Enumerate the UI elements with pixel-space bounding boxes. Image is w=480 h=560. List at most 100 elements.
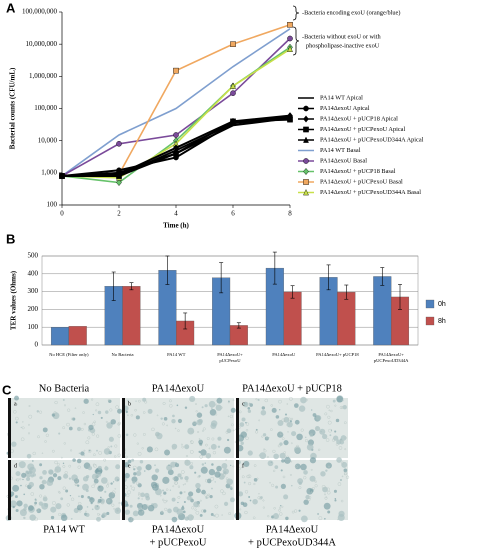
stain bbox=[265, 436, 269, 440]
marker bbox=[230, 82, 236, 89]
stain bbox=[104, 490, 107, 493]
stain bbox=[177, 473, 182, 478]
cell bbox=[335, 443, 339, 446]
stain bbox=[309, 433, 314, 437]
stain bbox=[194, 471, 197, 474]
cell bbox=[103, 458, 107, 462]
cell bbox=[283, 451, 286, 454]
cell bbox=[36, 509, 39, 512]
stain bbox=[90, 502, 93, 505]
y-tick-label: 100,000,000 bbox=[22, 8, 58, 16]
series-line bbox=[61, 28, 291, 177]
stain bbox=[80, 495, 84, 499]
stain bbox=[230, 464, 232, 467]
stain bbox=[87, 466, 93, 471]
cell bbox=[328, 428, 332, 433]
stain bbox=[140, 492, 145, 498]
cell bbox=[189, 450, 194, 454]
image-letter: d bbox=[14, 463, 17, 469]
cell bbox=[244, 490, 249, 494]
cell bbox=[169, 404, 173, 408]
cell bbox=[83, 449, 86, 452]
cell bbox=[279, 512, 283, 516]
stain bbox=[252, 498, 258, 505]
cell bbox=[277, 444, 281, 448]
cell bbox=[117, 434, 122, 438]
stain bbox=[253, 477, 258, 482]
marker bbox=[230, 90, 236, 96]
cell bbox=[137, 492, 141, 495]
stain bbox=[195, 482, 201, 489]
cell bbox=[83, 422, 87, 426]
stain bbox=[82, 476, 89, 482]
stain bbox=[205, 452, 212, 459]
cell bbox=[267, 515, 270, 518]
cell bbox=[134, 408, 137, 412]
stain bbox=[198, 418, 203, 424]
marker bbox=[59, 172, 65, 179]
cell bbox=[91, 398, 94, 401]
stain bbox=[124, 472, 130, 479]
stain bbox=[216, 465, 222, 472]
cell bbox=[278, 399, 282, 404]
stain bbox=[89, 497, 95, 503]
cell bbox=[155, 433, 158, 437]
stain bbox=[91, 508, 94, 511]
stain bbox=[298, 509, 301, 512]
stain bbox=[135, 400, 137, 402]
cell bbox=[298, 486, 302, 490]
cell bbox=[215, 403, 218, 406]
image-caption: PA14ΔexoU bbox=[152, 383, 205, 394]
stain bbox=[279, 442, 283, 446]
cell bbox=[220, 476, 224, 480]
stain bbox=[51, 413, 56, 417]
cell bbox=[252, 516, 256, 520]
cell bbox=[22, 421, 24, 423]
stain bbox=[247, 450, 253, 456]
cell bbox=[193, 420, 197, 424]
stain bbox=[96, 449, 98, 452]
stain bbox=[18, 461, 26, 469]
micrograph bbox=[234, 457, 350, 523]
cell bbox=[279, 432, 283, 436]
x-tick-label: 4 bbox=[174, 210, 178, 218]
stain bbox=[176, 404, 179, 407]
stain bbox=[329, 434, 332, 437]
cell bbox=[114, 444, 118, 448]
cell bbox=[97, 513, 100, 516]
stain bbox=[323, 502, 331, 510]
cell bbox=[21, 426, 25, 430]
y-tick-label: 1,000,000 bbox=[29, 72, 58, 80]
stain bbox=[142, 397, 147, 402]
micrograph bbox=[122, 395, 236, 459]
marker bbox=[287, 114, 293, 121]
cell bbox=[53, 411, 57, 415]
cell bbox=[337, 518, 339, 521]
stain bbox=[54, 466, 62, 473]
stain bbox=[334, 498, 337, 500]
stain bbox=[171, 418, 176, 424]
cell bbox=[330, 409, 333, 413]
cell bbox=[117, 510, 120, 512]
stain bbox=[87, 495, 91, 499]
cell bbox=[111, 503, 115, 507]
micrograph-border bbox=[8, 460, 11, 520]
stain bbox=[204, 462, 206, 464]
stain bbox=[110, 445, 113, 448]
stain bbox=[291, 484, 293, 487]
cell bbox=[130, 517, 135, 522]
x-tick-label: No Bacteria bbox=[112, 352, 134, 357]
cell bbox=[300, 428, 304, 432]
stain bbox=[296, 433, 303, 441]
cell bbox=[125, 513, 128, 515]
cell bbox=[198, 422, 202, 425]
stain bbox=[36, 508, 42, 514]
stain bbox=[184, 406, 188, 409]
cell bbox=[66, 503, 70, 507]
cell bbox=[159, 494, 162, 497]
stain bbox=[65, 489, 69, 493]
stain bbox=[179, 491, 183, 495]
cell bbox=[62, 486, 66, 490]
cell bbox=[270, 428, 273, 431]
stain bbox=[255, 428, 258, 431]
